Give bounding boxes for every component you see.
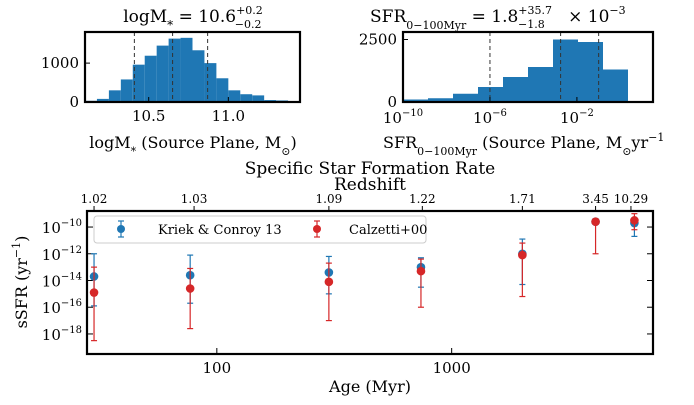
mass-bin-bar [96,98,109,102]
mass-y-tick-label: 0 [69,93,79,111]
mass-histogram-y-ticks: 0 1000 [41,54,90,111]
ssfr-point-calzetti [518,242,527,298]
ssfr-y-label: sSFR (yr−1) [10,236,31,329]
mass-percentile-lines [133,32,209,102]
marker-calzetti [324,277,334,287]
sfr-histogram-x-ticks: 10−10 10−6 10−2 [383,97,594,127]
ssfr-point-calzetti [591,217,600,255]
mass-histogram-title: logM* = 10.6+0.2 −0.2 [123,4,263,32]
redshift-tick-label: 1.71 [509,192,536,206]
sfr-histogram-bars [403,39,628,102]
mass-y-tick-label: 1000 [41,54,79,72]
ssfr-x-tick-label: 1000 [433,359,471,377]
sfr-x-tick-label: 10−2 [560,108,594,127]
mass-bin-bar [132,64,145,102]
sfr-y-tick-label: 0 [387,93,397,111]
sfr-bin-bar [453,93,478,102]
legend-label-calzetti: Calzetti+00 [349,223,427,238]
ssfr-y-tick-label: 10−12 [42,245,82,264]
redshift-tick-label: 1.22 [409,192,436,206]
legend-marker-calzetti [313,220,321,238]
mass-histogram-frame [83,30,302,104]
mass-bin-bar [156,45,169,102]
marker-calzetti [591,217,600,226]
sfr-histogram-y-ticks: 0 2500 [359,31,408,111]
sfr-histogram-x-label: SFR0−100Myr (Source Plane, M⊙yr−1 [383,131,664,158]
legend-label-kriek: Kriek & Conroy 13 [158,223,282,238]
redshift-ticks: 1.02 1.03 1.09 1.22 1.71 3.45 10.29 [81,192,648,211]
mass-bin-bar [180,37,193,103]
sfr-histogram-frame [401,30,655,104]
ssfr-data-points [89,213,639,342]
ssfr-point-calzetti [324,262,334,322]
sfr-bin-bar [528,67,553,102]
marker-calzetti [630,216,639,225]
mass-bin-bar [252,95,265,102]
mass-histogram-x-label: logM* (Source Plane, M⊙) [89,133,296,158]
ssfr-point-calzetti [185,267,195,330]
mass-x-tick-label: 11.0 [212,107,245,125]
mass-bin-bar [108,90,121,102]
ssfr-scatter: Specific Star Formation Rate Redshift 1.… [10,159,655,396]
ssfr-x-tick-label: 100 [203,359,232,377]
ssfr-point-calzetti [630,213,639,231]
mass-histogram-bars [85,37,300,103]
sfr-bin-bar [403,99,428,102]
ssfr-y-tick-label: 10−16 [42,298,82,317]
redshift-tick-label: 1.02 [81,192,108,206]
sfr-bin-bar [428,98,453,102]
redshift-axis-label: Redshift [334,175,406,195]
redshift-tick-label: 10.29 [614,192,648,206]
mass-bin-bar [192,50,205,102]
marker-calzetti [89,288,99,297]
ssfr-point-calzetti [416,258,426,308]
ssfr-y-tick-label: 10−10 [42,218,82,237]
mass-bin-bar [204,63,217,102]
sfr-x-tick-label: 10−6 [473,108,507,127]
marker-calzetti [185,284,195,293]
marker-calzetti [416,266,426,276]
sfr-percentile-lines [489,32,600,102]
ssfr-y-ticks: 10−18 10−16 10−14 10−12 10−10 [42,218,653,344]
redshift-tick-label: 1.03 [181,192,208,206]
mass-bin-bar [240,94,253,102]
sfr-histogram-title: SFR0−100Myr = 1.8+35.7 −1.8 × 10−3 [370,4,626,32]
ssfr-y-tick-label: 10−18 [42,325,82,344]
ssfr-x-ticks: 100 1000 [203,348,471,377]
ssfr-x-label: Age (Myr) [328,377,411,396]
legend-box [93,215,427,244]
sfr-bin-bar [603,69,628,102]
marker-calzetti [518,250,527,260]
ssfr-title: Specific Star Formation Rate [245,159,496,179]
stellar-mass-histogram: logM* = 10.6+0.2 −0.2 10.5 11.0 0 1000 logM… [41,4,302,158]
sfr-x-tick-label: 10−10 [383,108,423,127]
redshift-tick-label: 1.09 [316,192,343,206]
mass-bin-bar [168,38,181,102]
ssfr-y-tick-label: 10−14 [42,271,82,290]
mass-x-tick-label: 10.5 [132,107,165,125]
sfr-y-tick-label: 2500 [359,31,397,49]
sfr-bin-bar [553,39,578,102]
redshift-tick-label: 3.45 [582,192,609,206]
sfr-bin-bar [503,77,528,102]
sfr-histogram: SFR0−100Myr = 1.8+35.7 −1.8 × 10−3 10−10 1… [359,4,665,158]
ssfr-point-calzetti [89,266,99,342]
legend: Kriek & Conroy 13 Calzetti+00 [93,215,427,244]
mass-histogram-x-ticks: 10.5 11.0 [132,97,245,125]
mass-bin-bar [228,90,241,102]
ssfr-frame [85,209,655,356]
sfr-bin-bar [478,87,503,102]
mass-bin-bar [144,55,157,102]
mass-bin-bar [216,78,229,102]
legend-marker-kriek [117,220,125,238]
mass-bin-bar [120,79,133,102]
sfr-bin-bar [578,42,603,102]
